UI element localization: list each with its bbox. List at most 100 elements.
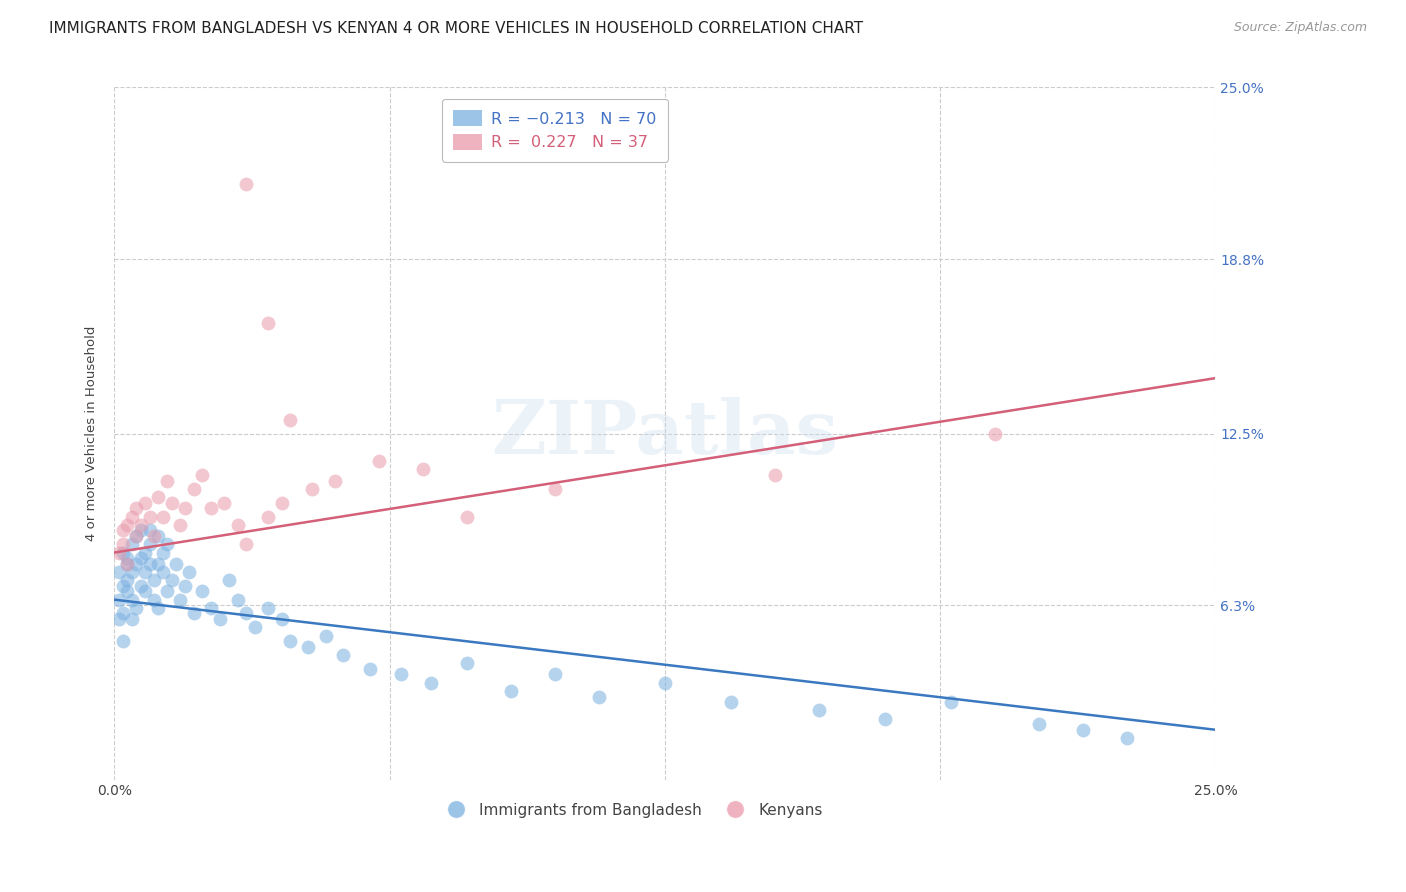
Point [125,529,148,543]
Point [129,524,152,538]
Point [107,565,129,579]
Point [112,545,135,559]
Point [179,565,201,579]
Point [152,509,174,524]
Point [270,612,292,626]
Point [117,517,139,532]
Point [280,634,302,648]
Point [125,601,148,615]
Point [152,565,174,579]
Point [138,509,160,524]
Point [117,557,139,571]
Point [138,557,160,571]
Point [156,584,179,599]
Point [129,517,152,532]
Point [208,612,231,626]
Point [152,545,174,559]
Point [112,607,135,621]
Point [456,657,478,671]
Point [165,557,187,571]
Point [1028,717,1050,731]
Point [142,529,165,543]
Text: IMMIGRANTS FROM BANGLADESH VS KENYAN 4 OR MORE VEHICLES IN HOUSEHOLD CORRELATION: IMMIGRANTS FROM BANGLADESH VS KENYAN 4 O… [49,21,863,37]
Point [763,468,786,483]
Legend: Immigrants from Bangladesh, Kenyans: Immigrants from Bangladesh, Kenyans [434,797,830,824]
Point [173,579,195,593]
Point [218,574,240,588]
Point [134,496,156,510]
Point [117,557,139,571]
Point [226,592,249,607]
Point [1116,731,1139,745]
Point [214,496,236,510]
Text: Source: ZipAtlas.com: Source: ZipAtlas.com [1233,21,1367,35]
Point [160,574,183,588]
Point [297,640,319,654]
Point [107,592,129,607]
Point [173,501,195,516]
Point [323,474,346,488]
Point [544,667,567,681]
Point [160,496,183,510]
Point [257,509,280,524]
Point [544,482,567,496]
Text: ZIPatlas: ZIPatlas [491,397,838,470]
Point [121,537,143,551]
Point [148,557,170,571]
Point [270,496,292,510]
Point [1073,723,1095,737]
Point [117,584,139,599]
Point [200,501,222,516]
Point [134,565,156,579]
Point [332,648,354,662]
Point [245,620,267,634]
Point [280,412,302,426]
Point [984,426,1007,441]
Point [134,584,156,599]
Point [107,612,129,626]
Point [257,316,280,330]
Point [148,529,170,543]
Point [142,592,165,607]
Point [367,454,389,468]
Point [315,629,337,643]
Point [121,612,143,626]
Point [121,592,143,607]
Point [301,482,323,496]
Point [142,574,165,588]
Point [235,537,257,551]
Point [420,675,443,690]
Point [148,490,170,504]
Point [125,501,148,516]
Point [129,579,152,593]
Point [654,675,676,690]
Point [808,703,831,717]
Point [499,684,522,698]
Point [125,529,148,543]
Point [121,509,143,524]
Point [183,607,205,621]
Point [134,545,156,559]
Point [183,482,205,496]
Point [156,537,179,551]
Point [112,524,135,538]
Point [456,509,478,524]
Point [389,667,412,681]
Point [117,574,139,588]
Point [156,474,179,488]
Point [226,517,249,532]
Point [148,601,170,615]
Point [121,565,143,579]
Point [359,662,381,676]
Point [169,517,191,532]
Point [169,592,191,607]
Point [720,695,742,709]
Y-axis label: 4 or more Vehicles in Household: 4 or more Vehicles in Household [86,326,98,541]
Point [138,537,160,551]
Point [875,712,897,726]
Point [191,468,214,483]
Point [107,545,129,559]
Point [941,695,963,709]
Point [235,607,257,621]
Point [112,579,135,593]
